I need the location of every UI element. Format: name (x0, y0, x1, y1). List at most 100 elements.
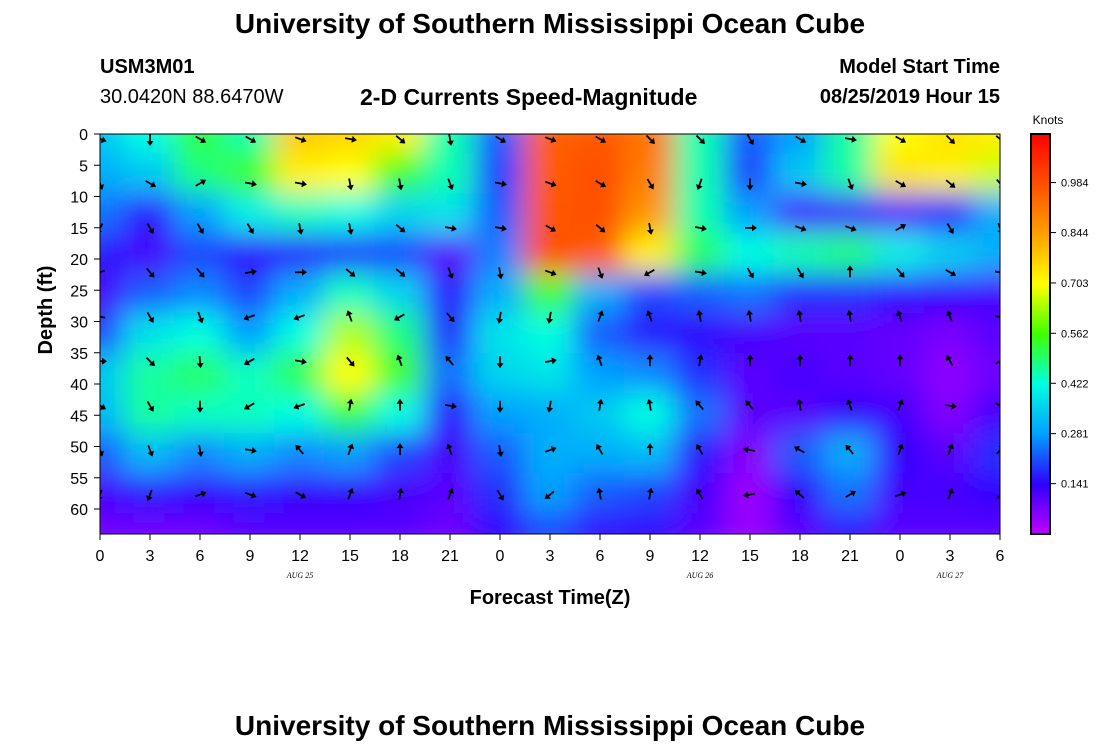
heatmap-cell (374, 313, 426, 355)
heatmap-cell (624, 233, 676, 275)
current-vector (496, 267, 504, 280)
heatmap-cell (924, 353, 976, 395)
heatmap-cell (874, 134, 926, 155)
heatmap-cell (974, 513, 1000, 534)
current-vector (945, 269, 957, 277)
heatmap-cell (974, 273, 1000, 315)
heatmap-cell (424, 153, 476, 195)
current-vector (897, 399, 904, 411)
heatmap-cell (174, 153, 226, 195)
current-vector (396, 487, 404, 500)
current-vector (745, 224, 757, 232)
x-tick-label: 15 (741, 548, 759, 565)
y-tick-label: 15 (70, 221, 88, 238)
colorbar-tick-label: 0.984 (1061, 178, 1089, 190)
current-vector (196, 356, 204, 369)
heatmap-cell (324, 313, 376, 355)
current-vector (243, 357, 255, 366)
x-tick-label: 0 (496, 548, 505, 565)
station-coordinates: 30.0420N 88.6470W (100, 86, 284, 108)
heatmap-cell (824, 433, 876, 475)
heatmap-cell (824, 134, 876, 155)
heatmap-cell (924, 153, 976, 195)
current-vector (346, 398, 354, 411)
model-start-label: Model Start Time (839, 56, 1000, 78)
heatmap-cell (324, 353, 376, 395)
current-vector (293, 314, 306, 321)
x-tick-label: 18 (391, 548, 409, 565)
current-vector (194, 490, 207, 498)
heatmap-cell (324, 393, 376, 435)
current-vector (245, 135, 257, 144)
current-vector (447, 488, 454, 500)
current-vector (496, 445, 504, 457)
heatmap-cell (174, 273, 226, 315)
heatmap-cell (874, 233, 926, 275)
current-vector (244, 447, 257, 454)
current-vector (294, 180, 307, 188)
current-vector (947, 488, 954, 500)
x-tick-label: 9 (646, 548, 655, 565)
x-tick-label: 18 (791, 548, 809, 565)
heatmap-cell (324, 433, 376, 475)
heatmap-cell (100, 193, 126, 235)
current-vector (146, 400, 155, 412)
current-vector (596, 398, 604, 411)
heatmap-cell (374, 273, 426, 315)
current-vector (696, 309, 704, 322)
current-vector (945, 355, 954, 366)
current-vector (393, 313, 405, 321)
current-vector (544, 269, 557, 277)
model-start-value: 08/25/2019 Hour 15 (819, 86, 1000, 108)
page-title: University of Southern Mississippi Ocean… (234, 8, 866, 39)
heatmap-cell (274, 153, 326, 195)
heatmap-cell (524, 433, 576, 475)
heatmap-cell (774, 153, 826, 195)
current-vector (597, 267, 604, 279)
heatmap-cell (624, 393, 676, 435)
current-vector (496, 356, 504, 369)
heatmap-cell (524, 153, 576, 195)
current-vector (695, 134, 705, 144)
current-vector (494, 224, 507, 232)
heatmap-cell (974, 233, 1000, 275)
current-vector (146, 134, 154, 146)
current-vector (294, 136, 307, 143)
heatmap-cell (474, 273, 526, 315)
heatmap-cell (424, 273, 476, 315)
heatmap-cell (524, 273, 576, 315)
heatmap-cell (274, 273, 326, 315)
current-vector (146, 312, 155, 323)
heatmap-cell (424, 353, 476, 395)
current-vector (346, 178, 354, 191)
current-vector (793, 446, 805, 454)
heatmap-cell (624, 153, 676, 195)
heatmap-cell (100, 433, 126, 475)
y-axis: 0 5 10 15 20 25 30 35 40 45 50 55 60 (70, 127, 100, 519)
heatmap-cell (574, 134, 626, 155)
current-vector (296, 222, 304, 235)
colorbar-tick-label: 0.844 (1061, 228, 1089, 240)
x-axis-label: Forecast Time(Z) (470, 587, 631, 609)
current-vector (795, 135, 807, 144)
current-vector (293, 403, 306, 410)
heatmap-cell (374, 513, 426, 534)
current-vector (344, 135, 357, 143)
current-vector (695, 400, 704, 411)
heatmap-cell (974, 473, 1000, 515)
current-vector (846, 399, 853, 411)
current-vector (646, 398, 654, 411)
current-vector (146, 223, 155, 234)
x-tick-label: 21 (841, 548, 859, 565)
y-tick-label: 45 (70, 408, 88, 425)
heatmap-cell (974, 153, 1000, 195)
current-vector (595, 180, 607, 188)
current-vector (446, 312, 455, 323)
current-vector (844, 225, 857, 232)
heatmap-cell (774, 433, 826, 475)
heatmap-cell (674, 153, 726, 195)
heatmap-cell (524, 353, 576, 395)
current-vector (895, 180, 907, 188)
colorbar-tick-label: 0.703 (1061, 278, 1089, 290)
heatmap-cell (774, 393, 826, 435)
